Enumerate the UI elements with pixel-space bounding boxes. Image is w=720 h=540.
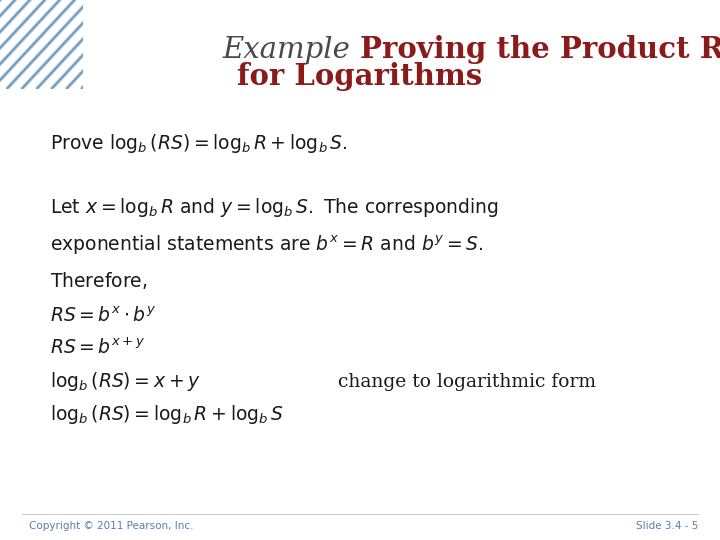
Text: for Logarithms: for Logarithms (238, 62, 482, 91)
Text: $\mathrm{Therefore,}$: $\mathrm{Therefore,}$ (50, 271, 148, 291)
Text: Proving the Product Rule: Proving the Product Rule (360, 35, 720, 64)
Text: $\mathrm{Prove}\ \log_b(RS) = \log_b R + \log_b S.$: $\mathrm{Prove}\ \log_b(RS) = \log_b R +… (50, 132, 348, 154)
Text: Slide 3.4 - 5: Slide 3.4 - 5 (636, 521, 698, 531)
Text: $RS = b^{x+y}$: $RS = b^{x+y}$ (50, 338, 145, 359)
Text: $\log_b(RS) = x + y$: $\log_b(RS) = x + y$ (50, 370, 201, 393)
Text: $RS = b^x \cdot b^y$: $RS = b^x \cdot b^y$ (50, 306, 156, 326)
Text: $\log_b(RS) = \log_b R + \log_b S$: $\log_b(RS) = \log_b R + \log_b S$ (50, 403, 284, 426)
Text: change to logarithmic form: change to logarithmic form (338, 373, 596, 391)
Text: Copyright © 2011 Pearson, Inc.: Copyright © 2011 Pearson, Inc. (29, 521, 193, 531)
Text: $\mathrm{exponential\ statements\ are}\ b^x = R\ \mathrm{and}\ b^y = S.$: $\mathrm{exponential\ statements\ are}\ … (50, 234, 484, 258)
Text: Example: Example (223, 36, 360, 64)
Text: $\mathrm{Let}\ x = \log_b R\ \mathrm{and}\ y = \log_b S.\ \mathrm{The\ correspon: $\mathrm{Let}\ x = \log_b R\ \mathrm{and… (50, 197, 500, 219)
